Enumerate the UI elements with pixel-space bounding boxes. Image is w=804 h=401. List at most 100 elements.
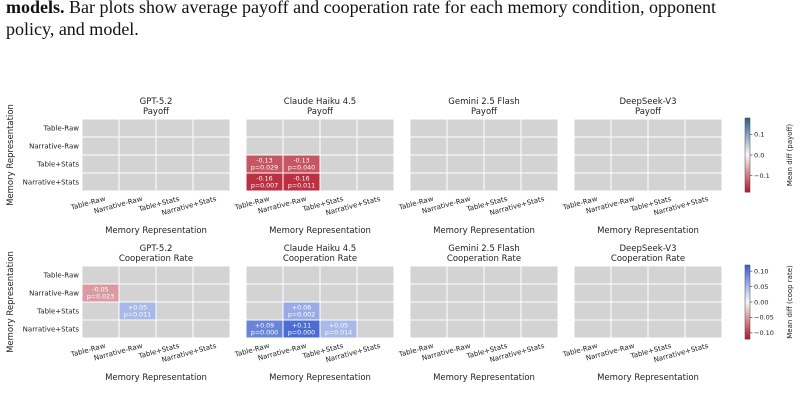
heatmap-cell	[282, 172, 321, 192]
heatmap-cell-empty	[356, 136, 395, 156]
heatmap-cell-empty	[610, 319, 649, 339]
heatmap-cell-empty	[356, 265, 395, 285]
heatmap-cell-empty	[573, 283, 612, 303]
heatmap-cell-empty	[483, 172, 522, 192]
colorbar-segment	[745, 145, 750, 148]
heatmap-cell-empty	[684, 172, 723, 192]
colorbar-segment	[745, 289, 750, 292]
heatmap-cell-empty	[155, 319, 194, 339]
heatmap-cell-empty	[409, 283, 448, 303]
cell-p-label: p=0.000	[288, 330, 315, 337]
row1-title-metric: Cooperation Rate	[447, 254, 521, 264]
colorbar-segment	[745, 162, 750, 165]
colorbar-segment	[745, 296, 750, 299]
row1-title-model: DeepSeek-V3	[620, 244, 677, 254]
colorbar-segment	[745, 316, 750, 320]
heatmap-cell-empty	[446, 301, 485, 321]
colorbar-tick-label: 0.1	[754, 131, 764, 139]
heatmap-cell-empty	[647, 136, 686, 156]
row1-title-model: Claude Haiku 4.5	[284, 244, 356, 254]
heatmap-cell-empty	[356, 301, 395, 321]
colorbar-segment	[745, 129, 750, 132]
row0-title-metric: Payoff	[635, 107, 662, 117]
colorbar-segment	[745, 147, 750, 150]
heatmap-cell-empty	[409, 301, 448, 321]
cell-value-label: +0.11	[292, 323, 311, 330]
colorbar-segment	[745, 329, 750, 332]
heatmap-cell-empty	[520, 283, 559, 303]
heatmap-cell-empty	[319, 301, 358, 321]
colorbar-segment	[745, 177, 750, 180]
heatmap-cell-empty	[118, 172, 157, 192]
heatmap-cell-empty	[155, 172, 194, 192]
heatmap-cell-empty	[483, 319, 522, 339]
heatmap-cell-empty	[319, 265, 358, 285]
cell-p-label: p=0.029	[251, 165, 278, 172]
heatmap-cell-empty	[647, 154, 686, 174]
heatmap-cell-empty	[155, 118, 194, 138]
colorbar-segment	[745, 337, 750, 340]
y-tick-label: Table+Stats	[36, 308, 79, 316]
colorbar-segment	[745, 140, 750, 143]
colorbar-segment	[745, 294, 750, 297]
colorbar-segment	[745, 151, 750, 154]
colorbar-segment	[745, 127, 750, 130]
colorbar-tick-label: 0.10	[754, 267, 768, 275]
colorbar-segment	[745, 188, 750, 191]
heatmap-cell-empty	[81, 319, 120, 339]
heatmap-cell-empty	[647, 118, 686, 138]
y-tick-label: Narrative-Raw	[29, 143, 79, 151]
heatmap-cell-empty	[319, 118, 358, 138]
heatmap-cell-empty	[610, 172, 649, 192]
heatmap-cell-empty	[118, 136, 157, 156]
row0-title-model: DeepSeek-V3	[620, 97, 677, 107]
figure-caption: models. Bar plots show average payoff an…	[6, 0, 796, 40]
colorbar-segment	[745, 186, 750, 189]
colorbar-segment	[745, 305, 750, 308]
colorbar-segment	[745, 283, 750, 286]
heatmap-cell-empty	[409, 136, 448, 156]
heatmap-cell-empty	[245, 118, 284, 138]
colorbar-segment	[745, 274, 750, 277]
colorbar-segment	[745, 132, 750, 136]
colorbar-segment	[745, 166, 750, 169]
heatmap-cell-empty	[446, 154, 485, 174]
row0-title-model: GPT-5.2	[140, 97, 173, 107]
heatmap-cell-empty	[483, 283, 522, 303]
colorbar-segment	[745, 121, 750, 124]
colorbar-segment	[745, 326, 750, 329]
colorbar-segment	[745, 156, 750, 160]
heatmap-cell-empty	[192, 154, 231, 174]
heatmap-cell-empty	[192, 301, 231, 321]
y-tick-label: Narrative+Stats	[23, 326, 80, 334]
colorbar-segment	[745, 279, 750, 283]
heatmap-cell-empty	[155, 136, 194, 156]
colorbar-label: Mean diff (payoff)	[786, 124, 794, 186]
heatmap-cell-empty	[118, 319, 157, 339]
heatmap-cell-empty	[81, 265, 120, 285]
heatmap-cell-empty	[610, 136, 649, 156]
heatmap-cell-empty	[610, 265, 649, 285]
colorbar-segment	[745, 134, 750, 137]
heatmap-cell-empty	[81, 154, 120, 174]
row0-title-metric: Payoff	[471, 107, 498, 117]
heatmap-cell-empty	[192, 319, 231, 339]
caption-lead: models.	[6, 0, 65, 17]
colorbar-segment	[745, 171, 750, 174]
heatmap-cell-empty	[684, 301, 723, 321]
cell-p-label: p=0.007	[251, 183, 278, 190]
colorbar-segment	[745, 322, 750, 325]
heatmap-cell-empty	[319, 283, 358, 303]
heatmap-cell-empty	[192, 283, 231, 303]
heatmap-cell-empty	[483, 154, 522, 174]
heatmap-cell-empty	[118, 154, 157, 174]
colorbar-segment	[745, 118, 750, 121]
heatmap-cell-empty	[520, 319, 559, 339]
heatmap-cell	[81, 283, 120, 303]
row0-title-metric: Payoff	[143, 107, 170, 117]
cell-value-label: +0.05	[128, 305, 147, 312]
colorbar-segment	[745, 143, 750, 147]
colorbar-segment	[745, 270, 750, 273]
colorbar-segment	[745, 149, 750, 152]
row0-title-model: Claude Haiku 4.5	[284, 97, 356, 107]
